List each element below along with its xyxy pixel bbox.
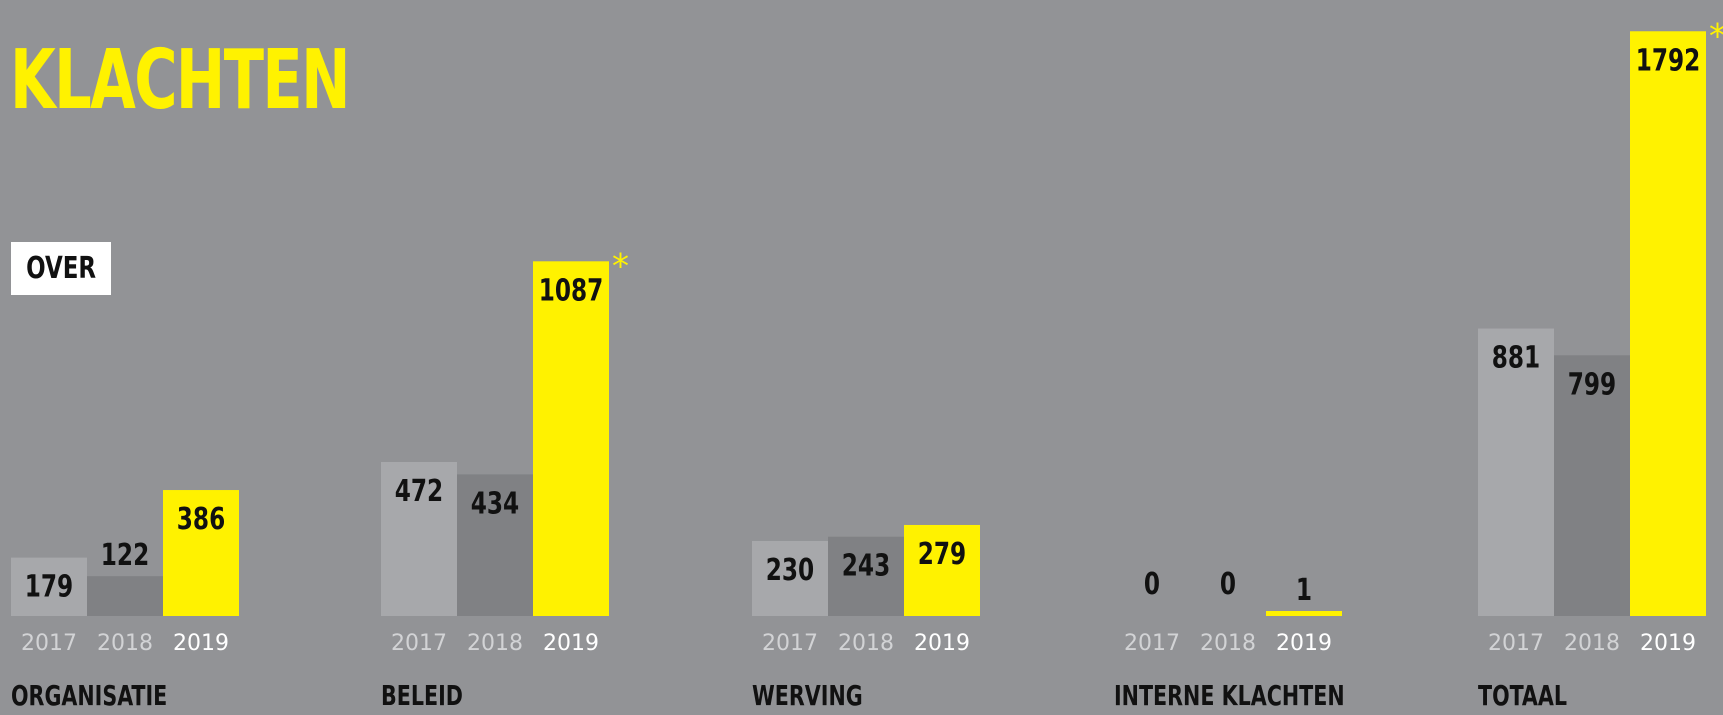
year-tick-label: 2019 — [1640, 631, 1696, 656]
bar-value-label: 0 — [1220, 566, 1236, 601]
bar-value-label: 1087 — [539, 272, 604, 307]
bar-value-label: 434 — [471, 486, 519, 521]
bar-value-label: 799 — [1568, 366, 1616, 401]
group-label: BELEID — [381, 680, 463, 713]
bar-value-label: 472 — [395, 473, 443, 508]
bar-value-label: 179 — [25, 569, 73, 604]
group-label: TOTAAL — [1478, 680, 1567, 713]
group-label: ORGANISATIE — [11, 680, 167, 713]
asterisk-mark: * — [1709, 16, 1723, 56]
bar-2019 — [1266, 611, 1342, 616]
year-tick-label: 2017 — [21, 631, 77, 656]
bar-value-label: 1792 — [1636, 42, 1701, 77]
year-tick-label: 2017 — [391, 631, 447, 656]
bar-2019 — [533, 261, 609, 616]
bar-2017 — [1478, 328, 1554, 616]
over-badge-label: OVER — [26, 251, 96, 286]
bar-value-label: 0 — [1144, 566, 1160, 601]
bar-value-label: 122 — [101, 537, 149, 572]
group-label: INTERNE KLACHTEN — [1114, 680, 1345, 713]
group-label: WERVING — [752, 680, 863, 713]
year-tick-label: 2017 — [762, 631, 818, 656]
page-title: KLACHTEN — [10, 33, 351, 128]
year-tick-label: 2018 — [838, 631, 894, 656]
bar-2018 — [1554, 355, 1630, 616]
year-tick-label: 2017 — [1124, 631, 1180, 656]
bar-2018 — [828, 536, 904, 616]
bar-group-werving: 230 2017 243 2018 279 2019 WERVING — [752, 524, 980, 713]
bar-value-label: 279 — [918, 536, 966, 571]
bar-group-totaal: 881 2017 799 2018 1792 2019 TOTAAL * — [1478, 16, 1723, 713]
bar-2018 — [457, 474, 533, 616]
bar-value-label: 243 — [842, 548, 890, 583]
bar-value-label: 1 — [1296, 572, 1312, 607]
bar-2019 — [904, 524, 980, 616]
bar-2019 — [163, 490, 239, 616]
bar-group-beleid: 472 2017 434 2018 1087 2019 BELEID * — [381, 246, 629, 713]
year-tick-label: 2017 — [1488, 631, 1544, 656]
over-badge: OVER — [11, 242, 111, 295]
year-tick-label: 2018 — [1564, 631, 1620, 656]
asterisk-mark: * — [612, 246, 629, 286]
bar-value-label: 881 — [1492, 340, 1540, 375]
year-tick-label: 2019 — [543, 631, 599, 656]
year-tick-label: 2019 — [173, 631, 229, 656]
bar-value-label: 230 — [766, 552, 814, 587]
year-tick-label: 2018 — [1200, 631, 1256, 656]
year-tick-label: 2019 — [1276, 631, 1332, 656]
bar-2017 — [11, 557, 87, 616]
bar-2017 — [752, 540, 828, 616]
bar-group-interne-klachten: 0 2017 0 2018 1 2019 INTERNE KLACHTEN — [1114, 566, 1345, 713]
bar-2019 — [1630, 31, 1706, 617]
year-tick-label: 2018 — [467, 631, 523, 656]
year-tick-label: 2018 — [97, 631, 153, 656]
bar-value-label: 386 — [177, 501, 225, 536]
bar-2017 — [381, 461, 457, 616]
year-tick-label: 2019 — [914, 631, 970, 656]
bar-2018 — [87, 576, 163, 616]
